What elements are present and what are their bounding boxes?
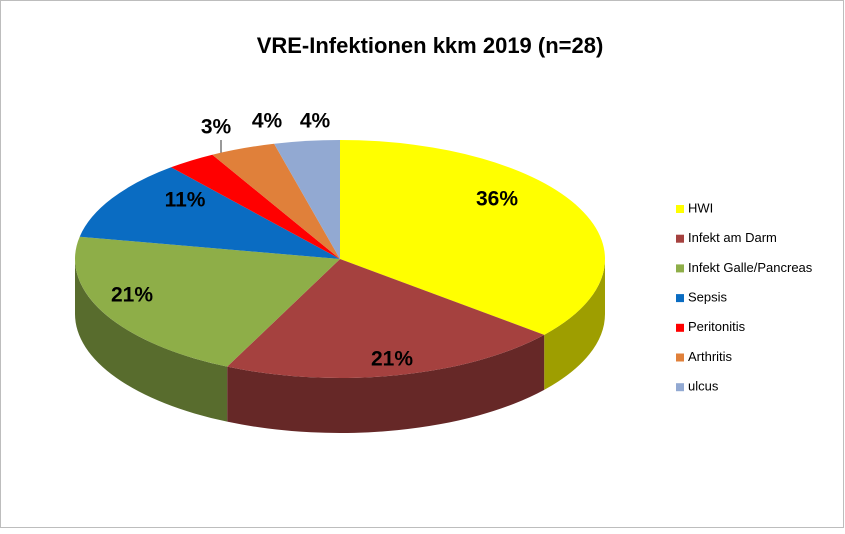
slice-side bbox=[227, 334, 545, 433]
legend-swatch bbox=[676, 323, 684, 332]
slice bbox=[79, 167, 340, 259]
data-label: 4% bbox=[252, 110, 283, 133]
slice bbox=[340, 140, 606, 335]
legend-swatch bbox=[676, 205, 684, 213]
legend-label: Infekt am Darm bbox=[688, 230, 777, 245]
legend-swatch bbox=[676, 294, 684, 303]
data-label: 36% bbox=[476, 188, 518, 211]
slice bbox=[274, 140, 340, 259]
legend-swatch bbox=[676, 353, 684, 362]
chart-title: VRE-Infektionen kkm 2019 (n=28) bbox=[257, 33, 604, 58]
data-label: 4% bbox=[300, 110, 331, 133]
data-label: 21% bbox=[371, 348, 413, 371]
legend-label: Arthritis bbox=[688, 349, 733, 364]
data-label: 21% bbox=[111, 284, 153, 307]
slice bbox=[227, 259, 545, 378]
legend-swatch bbox=[676, 234, 684, 243]
data-label: 11% bbox=[165, 189, 206, 212]
legend-label: Peritonitis bbox=[688, 319, 746, 334]
slice-side bbox=[544, 259, 605, 390]
legend-label: Infekt Galle/Pancreas bbox=[688, 260, 813, 275]
legend-swatch bbox=[676, 264, 684, 273]
legend-label: HWI bbox=[688, 200, 713, 215]
legend-label: Sepsis bbox=[688, 290, 728, 305]
slice bbox=[171, 154, 340, 259]
legend-label: ulcus bbox=[688, 379, 719, 394]
slice bbox=[212, 143, 340, 259]
slice bbox=[75, 236, 340, 367]
slice-side bbox=[75, 259, 228, 422]
legend-swatch bbox=[676, 383, 684, 392]
data-label: 3% bbox=[201, 116, 232, 139]
